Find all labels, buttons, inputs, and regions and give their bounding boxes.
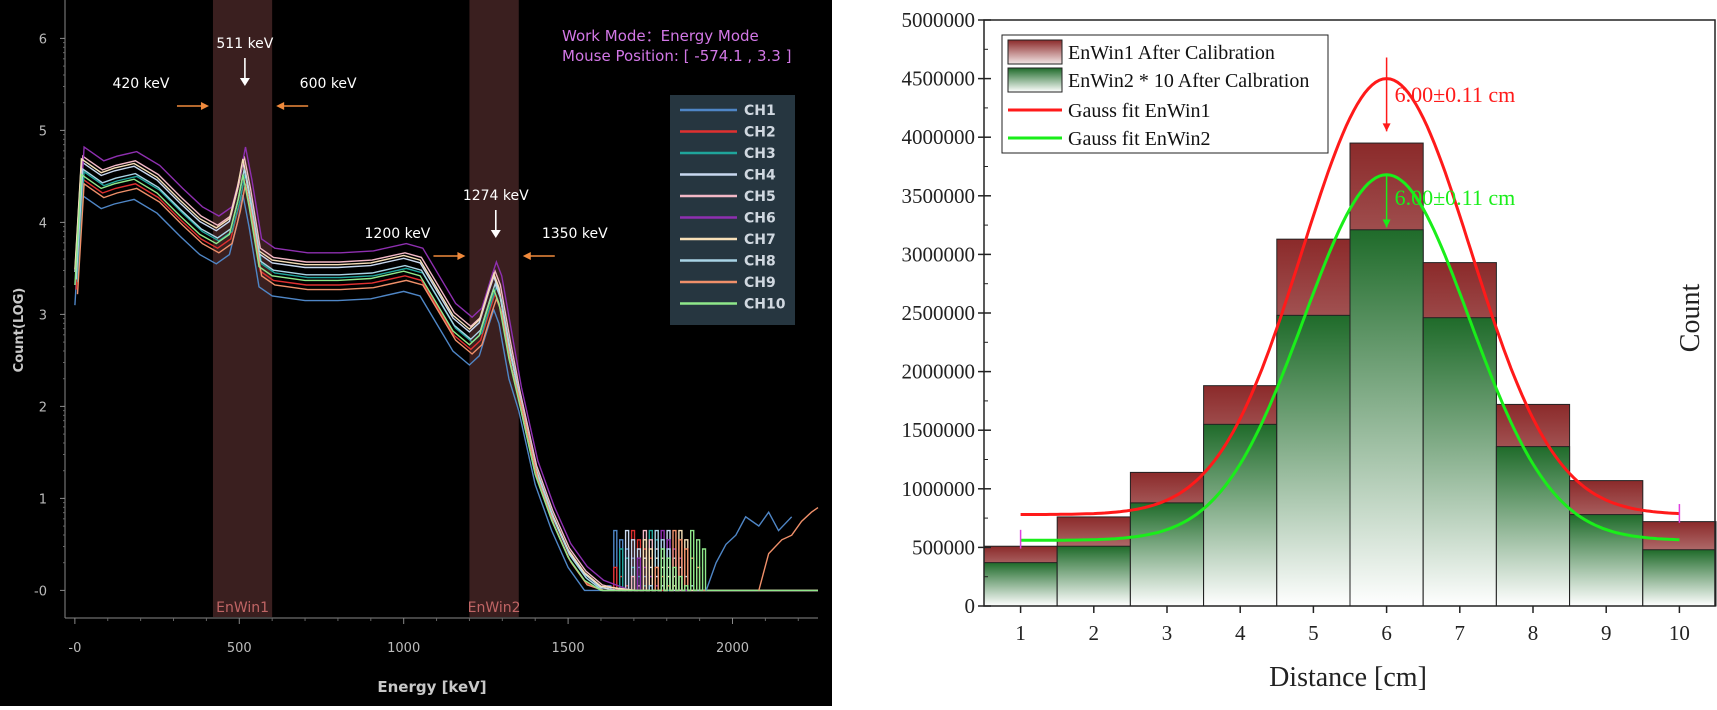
y-tick-label: 2000000	[902, 360, 976, 384]
right-arrow-head	[457, 252, 466, 260]
x-tick-label: 3	[1162, 621, 1173, 645]
x-tick-label: 1500	[552, 641, 585, 656]
gauss-fit-enwin1-line	[1020, 77, 1680, 516]
energy-window-label: EnWin1	[216, 600, 269, 616]
legend-swatch	[1007, 67, 1063, 93]
y-tick-label: 2500000	[902, 301, 976, 325]
y-axis-title: Count	[1675, 284, 1706, 353]
legend-label: CH6	[744, 211, 776, 227]
fit-center-arrowhead	[1382, 219, 1391, 228]
x-tick-label: 500	[227, 641, 252, 656]
fit-center-label: 6.00±0.11 cm	[1395, 185, 1516, 210]
down-arrow-head	[490, 230, 501, 238]
legend-label: CH9	[744, 275, 776, 291]
legend-label: CH2	[744, 125, 776, 141]
y-tick-label: 0	[965, 594, 976, 618]
fit-center-arrowhead	[1382, 123, 1391, 132]
right-arrow-head	[200, 102, 209, 110]
y-tick-label: 3000000	[902, 242, 976, 266]
bar-enwin2	[1642, 549, 1717, 607]
window-bound-label: 420 keV	[112, 76, 169, 92]
series-line-ch10	[74, 173, 818, 592]
window-bound-label: 600 keV	[300, 76, 357, 92]
x-tick-label: 4	[1235, 621, 1246, 645]
y-tick-label: 1500000	[902, 418, 976, 442]
legend-label: EnWin2 * 10 After Calbration	[1068, 70, 1309, 92]
x-tick-label: 5	[1308, 621, 1319, 645]
down-arrow-head	[239, 78, 250, 86]
legend-label: CH3	[744, 146, 776, 162]
legend-label: CH1	[744, 103, 776, 119]
window-bound-label: 1200 keV	[365, 226, 431, 242]
gauss-fit-enwin2-line	[1020, 173, 1680, 542]
legend-label: EnWin1 After Calibration	[1068, 42, 1275, 64]
peak-label: 511 keV	[216, 36, 273, 52]
legend-label: Gauss fit EnWin2	[1068, 128, 1211, 150]
x-tick-label: 2	[1089, 621, 1100, 645]
distance-histogram-panel: 0 500000 1000000 1500000 2000000 2500000 30000…	[836, 0, 1717, 706]
legend-label: CH7	[744, 232, 776, 248]
x-tick-label: 1	[1015, 621, 1026, 645]
legend-label: CH10	[744, 297, 786, 313]
y-tick-label: 2	[39, 400, 47, 415]
fit-center-label: 6.00±0.11 cm	[1395, 82, 1516, 107]
y-tick-label: 1000000	[902, 477, 976, 501]
mouse-position-status: Mouse Position: [ -574.1 , 3.3 ]	[562, 47, 791, 65]
legend-label: CH8	[744, 254, 776, 270]
energy-window-band	[469, 0, 519, 617]
y-tick-label: 3	[39, 308, 47, 323]
x-tick-label: 2000	[716, 641, 749, 656]
legend-swatch	[1007, 39, 1063, 65]
y-tick-label: 1	[39, 492, 47, 507]
y-tick-label: 5000000	[902, 8, 976, 32]
bar-enwin2	[1276, 314, 1351, 607]
x-tick-label: 9	[1601, 621, 1612, 645]
window-bound-label: 1350 keV	[542, 226, 608, 242]
y-tick-label: 4	[39, 216, 47, 231]
x-axis-title: Distance [cm]	[1269, 662, 1427, 693]
y-tick-label: 4500000	[902, 67, 976, 91]
bar-enwin2	[1495, 446, 1571, 607]
energy-window-label: EnWin2	[468, 600, 521, 616]
x-tick-label: 1000	[387, 641, 420, 656]
bar-enwin2	[1349, 229, 1424, 607]
y-tick-label: 5	[39, 124, 47, 139]
y-tick-label: -0	[34, 584, 47, 599]
work-mode-status: Work Mode：Energy Mode	[562, 27, 759, 45]
x-tick-label: 7	[1455, 621, 1466, 645]
bar-enwin2	[1056, 545, 1131, 607]
x-tick-label: 10	[1669, 621, 1690, 645]
energy-spectrum-panel: EnWin1 EnWin2 -0 1 2 3 4 5 6 -0 500 1000 1500 2000 5…	[0, 0, 832, 706]
x-axis-title: Energy [keV]	[377, 678, 486, 696]
y-tick-label: 500000	[912, 535, 975, 559]
bar-enwin2	[983, 562, 1058, 607]
y-axis-title: Count(LOG)	[12, 288, 27, 373]
left-arrow-head	[276, 102, 285, 110]
x-tick-label: 8	[1528, 621, 1539, 645]
energy-spectrum-chart: EnWin1 EnWin2 -0 1 2 3 4 5 6 -0 500 1000 1500 2000 5…	[12, 0, 819, 696]
y-tick-label: 4000000	[902, 125, 976, 149]
legend-label: CH4	[744, 168, 776, 184]
legend-label: CH5	[744, 189, 776, 205]
x-tick-label: 6	[1381, 621, 1392, 645]
distance-histogram-chart: 0 500000 1000000 1500000 2000000 2500000 30000…	[902, 8, 1717, 693]
energy-window-band	[212, 0, 273, 617]
x-tick-label: -0	[68, 641, 81, 656]
left-arrow-head	[522, 252, 531, 260]
series-line-tail-ch1	[705, 510, 793, 591]
bar-enwin2	[1203, 423, 1278, 607]
peak-label: 1274 keV	[463, 188, 529, 204]
y-tick-label: 6	[39, 32, 47, 47]
legend-label: Gauss fit EnWin1	[1068, 100, 1211, 122]
legend-box	[670, 95, 795, 325]
y-tick-label: 3500000	[902, 184, 976, 208]
series-line-tail-ch9	[758, 507, 819, 591]
